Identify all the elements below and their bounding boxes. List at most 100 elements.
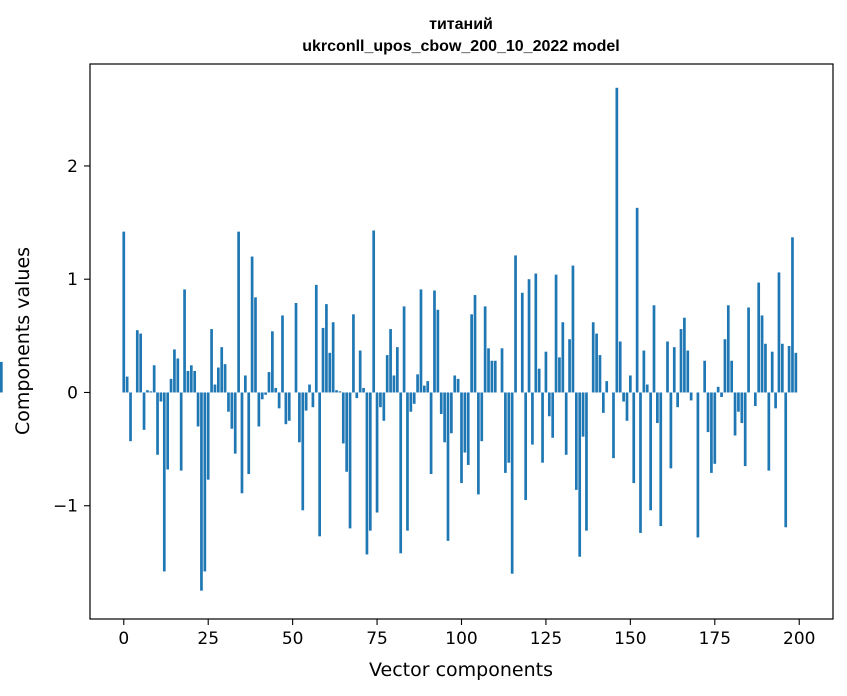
bar [585, 392, 588, 531]
bar [186, 370, 190, 393]
bar [368, 392, 372, 531]
bar [764, 343, 767, 393]
bar [649, 392, 652, 511]
bar [166, 392, 170, 470]
bar [534, 273, 538, 393]
bar [490, 360, 494, 393]
chart-title: титаний [429, 16, 493, 33]
bar [338, 391, 342, 393]
bar [493, 360, 497, 393]
bar [152, 365, 156, 393]
bar [456, 378, 460, 393]
bar [325, 304, 328, 393]
bar [720, 392, 723, 397]
bar [392, 375, 396, 393]
bar [551, 392, 555, 438]
bar [301, 392, 305, 511]
bar [740, 392, 744, 424]
bar [365, 392, 369, 555]
bar [500, 348, 504, 393]
bar [770, 351, 774, 393]
x-axis: 0 25 50 75 100 125 150 175 200 [118, 619, 815, 649]
bar [743, 392, 747, 467]
bar [179, 392, 183, 471]
bar [328, 352, 332, 393]
bar [281, 315, 284, 393]
bar [254, 297, 257, 393]
bar [601, 392, 605, 413]
bar [605, 381, 609, 393]
bar [470, 314, 473, 393]
bar [135, 330, 139, 393]
bar [531, 392, 534, 445]
bar [510, 392, 514, 574]
bar [318, 392, 321, 537]
bar [784, 392, 788, 528]
bar [629, 375, 632, 393]
bar [757, 282, 761, 393]
bar [666, 341, 669, 393]
bar [257, 392, 261, 427]
bar [574, 392, 578, 490]
bar [227, 392, 230, 412]
bar [395, 347, 399, 393]
bar [716, 386, 720, 393]
bar [710, 392, 713, 473]
bar [598, 355, 602, 393]
bar [159, 392, 163, 402]
bar [335, 390, 338, 393]
bar [156, 392, 159, 455]
bar [733, 392, 737, 436]
bar [672, 347, 676, 393]
bar [341, 392, 345, 444]
bar [652, 305, 656, 393]
bar [723, 339, 727, 393]
bar [169, 378, 173, 393]
bar [615, 87, 619, 393]
bar [676, 392, 679, 408]
bar [578, 392, 582, 557]
bar [635, 207, 639, 393]
bar [612, 392, 615, 459]
bar [375, 392, 379, 513]
bar [642, 350, 646, 393]
bar [507, 392, 511, 463]
bar [274, 387, 278, 393]
bar [247, 392, 251, 475]
bar [352, 314, 355, 393]
bar [713, 392, 717, 464]
bar [787, 346, 791, 393]
bar [125, 376, 129, 393]
bar [429, 392, 433, 475]
bar [206, 392, 210, 480]
y-tick-label: 2 [67, 157, 78, 177]
bar [149, 391, 153, 393]
x-tick-label: 200 [783, 629, 815, 649]
bar [639, 392, 642, 533]
bar [0, 361, 3, 393]
bar [659, 392, 663, 527]
bar [196, 392, 200, 427]
bar [760, 315, 764, 393]
bar [794, 352, 798, 393]
bar [129, 392, 132, 442]
bar [477, 392, 480, 495]
bar [223, 364, 227, 393]
bar [348, 392, 352, 529]
bar [311, 392, 315, 408]
bar [689, 392, 693, 401]
y-tick-label: 1 [67, 270, 78, 290]
bars-group [0, 87, 798, 591]
x-tick-label: 150 [614, 629, 646, 649]
bar [298, 392, 301, 443]
bar [372, 230, 376, 393]
bar [463, 392, 467, 453]
bar [564, 392, 568, 455]
bar [399, 392, 403, 554]
bar [568, 339, 571, 393]
bar [193, 370, 197, 393]
bar [139, 333, 143, 393]
bar [737, 392, 740, 412]
bar [436, 309, 440, 393]
